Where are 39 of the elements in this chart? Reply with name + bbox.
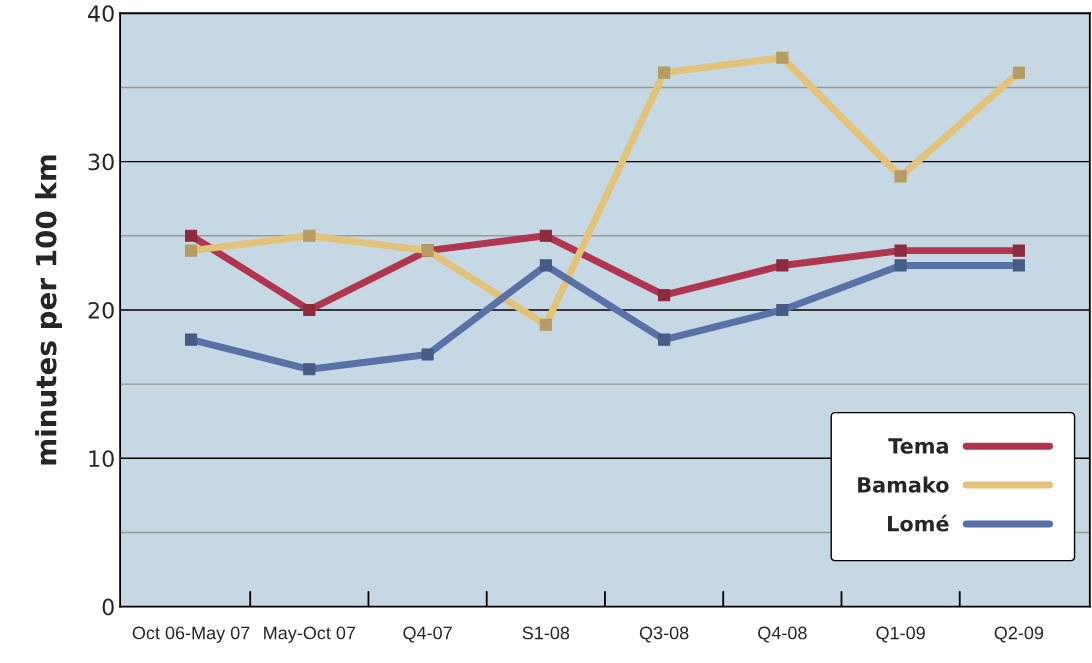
x-tick-label: May-Oct 07 [264, 626, 356, 643]
point [658, 289, 671, 302]
point [1012, 66, 1025, 79]
y-tick-label: 0 [102, 598, 114, 616]
x-tick-label: Q3-08 [639, 626, 689, 643]
x-tick-label: Q1-09 [876, 626, 925, 643]
point [539, 229, 552, 242]
point [539, 318, 552, 331]
y-tick-label: 40 [88, 5, 114, 23]
point [776, 303, 789, 317]
point [894, 244, 907, 257]
y-tick-label: 20 [88, 301, 114, 319]
x-tick-label: Oct 06-May 07 [132, 626, 250, 643]
legend-label: Lomé [888, 514, 949, 532]
y-tick-label: 10 [89, 450, 114, 468]
x-tick-label: Q4-07 [403, 626, 452, 643]
point [894, 170, 907, 183]
legend-label: Bamako [858, 476, 949, 493]
x-tick-label: Q4-08 [758, 626, 807, 643]
point [185, 333, 198, 346]
point [894, 259, 907, 272]
point [303, 303, 316, 317]
point [303, 229, 316, 242]
x-tick-label: S1-08 [522, 626, 570, 640]
point [776, 259, 789, 272]
point [658, 66, 671, 79]
point [421, 348, 434, 361]
point [776, 51, 789, 64]
y-tick-label: 30 [88, 153, 114, 171]
point [185, 244, 198, 257]
x-tick-label: Q2-09 [994, 626, 1044, 643]
point [658, 333, 671, 346]
point [1012, 259, 1025, 272]
legend-label: Tema [888, 438, 948, 454]
point [539, 259, 552, 272]
point [303, 363, 316, 376]
y-axis-title: minutes per 100 km [35, 155, 62, 465]
point [185, 229, 198, 242]
point [1012, 244, 1025, 257]
